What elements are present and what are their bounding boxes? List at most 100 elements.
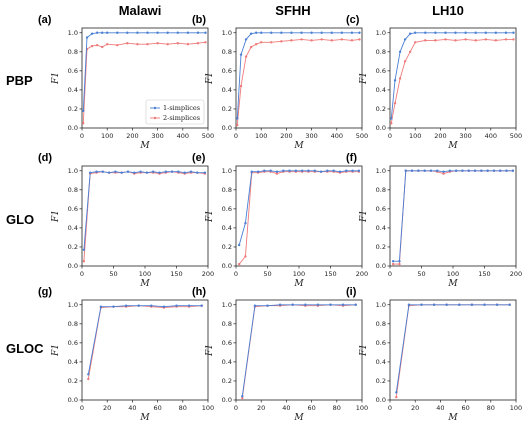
legend-label-2: 2-simplices (163, 114, 200, 122)
data-point-series-1 (420, 303, 423, 306)
column-title-lh10: LH10 (432, 3, 464, 18)
data-point-series-1 (256, 170, 260, 173)
y-tick-label: 0.4 (222, 358, 232, 366)
x-axis-label: M (447, 413, 458, 423)
data-point-series-2 (186, 42, 190, 46)
data-point-series-2 (82, 122, 85, 125)
data-point-series-1 (429, 169, 433, 172)
data-point-series-2 (393, 102, 397, 105)
data-point-series-1 (288, 169, 291, 172)
data-point-series-2 (290, 39, 293, 42)
y-tick-label: 0.2 (68, 243, 78, 251)
y-tick-label: 1.0 (68, 301, 78, 309)
y-tick-label: 0.8 (376, 48, 386, 56)
y-tick-label: 0.4 (376, 358, 386, 366)
data-point-series-1 (116, 31, 119, 34)
y-tick-label: 0.0 (68, 262, 78, 270)
panel-9: (i) 0.0 0.2 0.4 0.6 0.8 1.0 0 20 40 60 80 100 M F1 (346, 286, 522, 423)
y-axis-label: F1 (51, 344, 61, 357)
y-tick-label: 0.0 (376, 124, 386, 132)
y-tick-label: 1.0 (376, 301, 386, 309)
data-point-series-1 (189, 170, 193, 173)
data-point-series-1 (504, 31, 508, 34)
data-point-series-1 (85, 36, 89, 39)
data-point-series-1 (278, 303, 282, 306)
data-point-series-2 (398, 77, 402, 80)
y-tick-label: 0.8 (376, 320, 386, 328)
plot-frame (235, 165, 363, 267)
data-point-series-1 (187, 304, 191, 307)
data-point-series-1 (145, 171, 149, 174)
data-point-series-1 (390, 117, 393, 120)
data-point-series-1 (260, 31, 263, 34)
data-point-series-2 (395, 395, 398, 399)
data-point-series-1 (358, 31, 361, 34)
x-tick-label: 60 (461, 404, 469, 412)
x-tick-label: 500 (356, 132, 368, 140)
data-point-series-1 (332, 169, 335, 172)
y-tick-label: 1.0 (222, 29, 232, 37)
y-tick-label: 0.2 (68, 377, 78, 385)
data-point-series-1 (177, 170, 180, 173)
series-line-2 (238, 171, 359, 265)
series-line-1 (82, 32, 206, 111)
data-point-series-1 (434, 31, 437, 34)
panel-2: (b) 0.0 0.2 0.4 0.6 0.8 1.0 0 100 200 300 400 500 M F1 (192, 14, 368, 151)
data-point-series-1 (239, 53, 243, 56)
x-tick-label: 20 (103, 404, 111, 412)
data-point-series-1 (126, 170, 130, 173)
data-point-series-1 (136, 31, 139, 34)
row-title-glo: GLO (6, 212, 34, 227)
data-point-series-1 (156, 31, 159, 34)
data-point-series-1 (494, 31, 498, 34)
data-point-series-1 (505, 169, 508, 172)
data-point-series-2 (408, 50, 412, 54)
data-point-series-1 (350, 31, 354, 34)
data-point-series-2 (414, 41, 417, 44)
data-point-series-1 (196, 171, 199, 174)
data-point-series-1 (244, 38, 248, 41)
data-point-series-2 (358, 38, 361, 41)
y-tick-label: 0.6 (376, 205, 386, 213)
y-tick-label: 0.6 (222, 205, 232, 213)
data-point-series-1 (82, 109, 85, 113)
plot-frame (235, 27, 363, 129)
x-tick-label: 0 (388, 270, 392, 278)
data-point-series-1 (448, 169, 452, 172)
y-axis-label: F1 (205, 210, 215, 223)
data-point-series-1 (495, 303, 499, 306)
x-tick-label: 400 (485, 132, 497, 140)
data-point-series-1 (107, 171, 111, 174)
x-axis-label: M (293, 413, 304, 423)
y-axis-label: F1 (359, 210, 369, 223)
x-tick-label: 50 (109, 270, 117, 278)
data-point-series-1 (282, 169, 285, 172)
y-tick-label: 1.0 (68, 167, 78, 175)
y-tick-label: 0.0 (222, 124, 232, 132)
data-point-series-2 (82, 260, 86, 263)
x-axis-label: M (447, 279, 458, 289)
y-tick-label: 0.8 (68, 186, 78, 194)
data-point-series-1 (398, 50, 402, 54)
x-tick-label: 200 (126, 132, 138, 140)
y-tick-label: 0.6 (222, 67, 232, 75)
y-tick-label: 0.4 (376, 86, 386, 94)
data-point-series-2 (320, 38, 323, 41)
y-tick-label: 0.0 (68, 124, 78, 132)
x-tick-label: 100 (202, 404, 214, 412)
series-line-2 (393, 170, 513, 265)
x-tick-label: 40 (128, 404, 136, 412)
data-point-series-1 (275, 170, 279, 173)
data-point-series-1 (291, 303, 294, 306)
data-point-series-2 (434, 39, 437, 42)
x-tick-label: 50 (263, 270, 271, 278)
data-point-series-1 (330, 31, 333, 34)
x-tick-label: 400 (177, 132, 189, 140)
x-tick-label: 100 (255, 132, 267, 140)
plot-frame (389, 27, 517, 129)
y-tick-label: 0.0 (222, 396, 232, 404)
data-point-series-1 (483, 303, 486, 306)
data-point-series-1 (473, 169, 477, 172)
data-point-series-1 (320, 31, 323, 34)
